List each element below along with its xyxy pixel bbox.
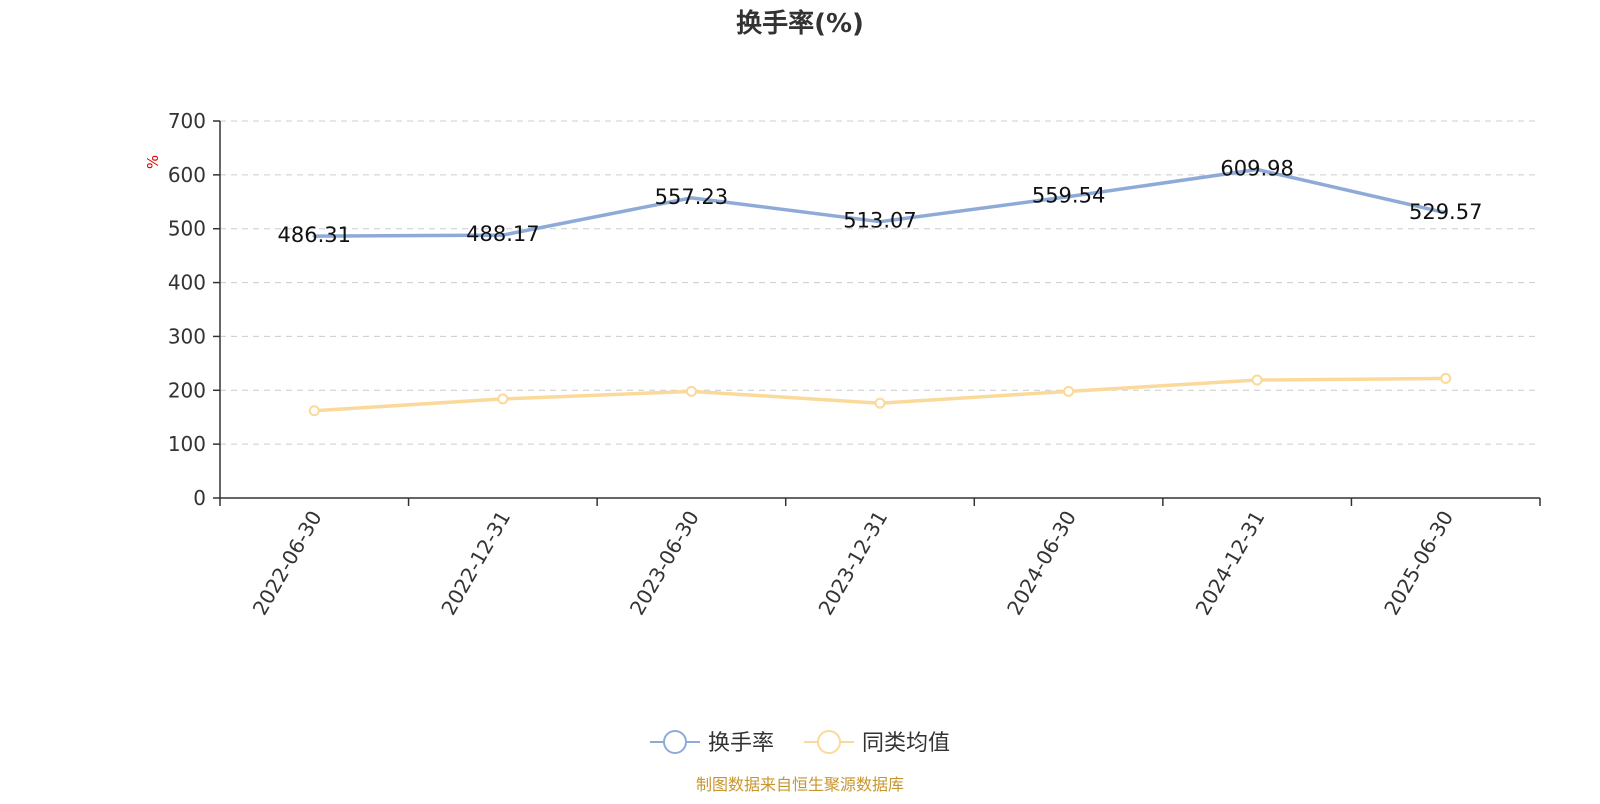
legend-swatch-circle-0 — [663, 730, 687, 754]
x-tick-label-2024-06-30: 2024-06-30 — [1002, 507, 1081, 620]
data-source-note: 制图数据来自恒生聚源数据库 — [696, 775, 904, 794]
series-line-0 — [312, 167, 1448, 238]
series-layer — [308, 167, 1452, 417]
y-tick-label-700: 700 — [168, 109, 206, 133]
data-labels: 486.31 488.17 557.23 513.07 559.54 609.98 529.… — [278, 156, 1483, 247]
y-tick-label-600: 600 — [168, 163, 206, 187]
x-tick-label-2022-12-31: 2022-12-31 — [436, 507, 515, 620]
y-tick-label-100: 100 — [168, 432, 206, 456]
series-1-point-4[interactable] — [1063, 385, 1075, 397]
y-tick-label-400: 400 — [168, 271, 206, 295]
series-1-point-1[interactable] — [497, 393, 509, 405]
data-label-3: 513.07 — [843, 209, 916, 233]
x-tick-label-2025-06-30: 2025-06-30 — [1379, 507, 1458, 620]
series-1-point-0[interactable] — [308, 405, 320, 417]
legend-item-1[interactable]: 同类均值 — [804, 730, 950, 756]
x-tick-label-2023-06-30: 2023-06-30 — [625, 507, 704, 620]
data-label-4: 559.54 — [1032, 184, 1105, 208]
x-tick-label-2023-12-31: 2023-12-31 — [813, 507, 892, 620]
grid-lines — [220, 120, 1540, 445]
series-1-point-6[interactable] — [1440, 372, 1452, 384]
y-axis-unit: % — [144, 155, 162, 169]
legend-label-0: 换手率 — [708, 731, 774, 756]
data-label-0: 486.31 — [278, 223, 351, 247]
legend-item-0[interactable]: 换手率 — [650, 730, 774, 756]
data-label-5: 609.98 — [1220, 156, 1293, 180]
data-label-6: 529.57 — [1409, 200, 1482, 224]
legend-label-1: 同类均值 — [862, 731, 950, 756]
x-tick-label-2024-12-31: 2024-12-31 — [1191, 507, 1270, 620]
y-tick-label-300: 300 — [168, 324, 206, 348]
y-tick-label-200: 200 — [168, 378, 206, 402]
series-1-point-3[interactable] — [874, 397, 886, 409]
series-1-point-5[interactable] — [1251, 374, 1263, 386]
data-label-2: 557.23 — [655, 185, 728, 209]
series-1-point-2[interactable] — [685, 385, 697, 397]
data-label-1: 488.17 — [466, 222, 539, 246]
x-tick-label-2022-06-30: 2022-06-30 — [248, 507, 327, 620]
legend[interactable]: 换手率 同类均值 — [650, 730, 950, 756]
y-tick-label-500: 500 — [168, 217, 206, 241]
chart-title: 换手率(%) — [736, 8, 864, 39]
legend-swatch-circle-1 — [817, 730, 841, 754]
y-tick-label-0: 0 — [193, 486, 206, 510]
